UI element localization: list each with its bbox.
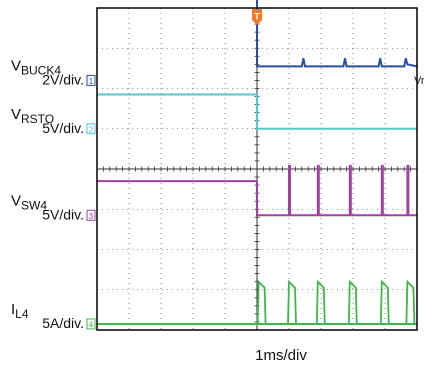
vsw4-pulse: [288, 164, 291, 216]
trigger-marker-shape: [252, 9, 262, 25]
vbuck4-trace: [256, 0, 418, 68]
il4-scale: 5A/div.: [42, 315, 84, 331]
vsw4-ground-marker: [86, 209, 96, 221]
il4-pulse: [287, 279, 297, 324]
plot-frame: [96, 7, 418, 331]
vsw4-pulse: [348, 164, 352, 216]
vsw4-pulse: [380, 164, 384, 216]
vrsto-trace: [97, 93, 417, 130]
il4-pulse: [256, 279, 267, 324]
il4-ground-marker: [86, 318, 96, 330]
vrsto-scale: 5V/div.: [42, 120, 84, 136]
vsw4-scale: 5V/div.: [42, 206, 84, 222]
x-axis-label: 1ms/div: [255, 347, 307, 364]
trigger-marker: T: [252, 9, 262, 25]
traces: [97, 0, 418, 325]
vsw4-channel-number: 3: [89, 212, 94, 221]
vsw4-trace: [97, 180, 417, 217]
il4-channel-number: 4: [89, 320, 94, 329]
vbuck4-scale: 2V/div.: [42, 71, 84, 87]
vbuck4-channel-number: 1: [89, 77, 94, 86]
vsw4-pulse: [406, 164, 410, 216]
vbuck4-ground-marker: [86, 74, 96, 86]
il4-label: IL4: [11, 301, 29, 321]
trigger-marker-text: T: [254, 12, 260, 22]
il4-pulse: [315, 279, 326, 324]
vbuck4-edge-text: Vr: [414, 75, 424, 87]
il4-pulse: [405, 279, 416, 324]
il4-pulse: [379, 279, 390, 324]
il4-pulse: [347, 279, 358, 324]
vrsto-ground-marker: [86, 123, 96, 135]
vrsto-label: VRSTO: [11, 106, 54, 126]
vrsto-channel-number: 2: [89, 125, 94, 134]
vsw4-pulse: [316, 164, 320, 216]
vsw4-label: VSW4: [11, 192, 47, 212]
vbuck4-label: VBUCK4: [11, 57, 61, 77]
